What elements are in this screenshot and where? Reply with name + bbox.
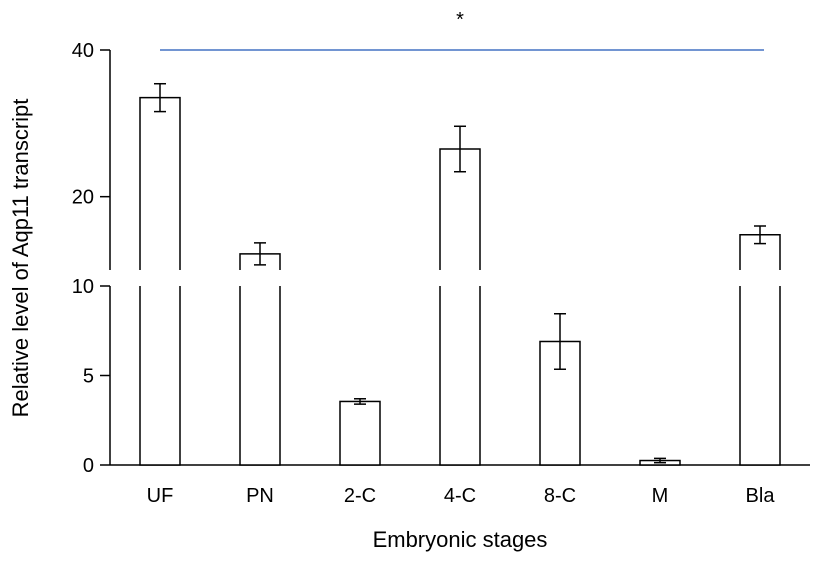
y-tick-label: 10 [72, 276, 94, 298]
bar-lower [239, 286, 281, 466]
bar-lower [439, 286, 481, 466]
error-bars [154, 82, 766, 464]
significance-star: * [456, 9, 464, 31]
y-axis-title: Relative level of Aqp11 transcript [8, 99, 33, 418]
significance-annotation: * [160, 9, 764, 51]
x-tick-label: 8-C [544, 485, 576, 507]
bar-lower [139, 286, 181, 466]
bar [339, 400, 381, 466]
y-tick-label: 0 [83, 455, 94, 477]
bars [139, 96, 781, 466]
x-tick-label: 4-C [444, 485, 476, 507]
y-ticks: 0 5 10 20 40 [72, 40, 110, 477]
x-tick-label: 2-C [344, 485, 376, 507]
bar-upper [139, 96, 181, 270]
x-tick-labels: UF PN 2-C 4-C 8-C M Bla [147, 485, 776, 507]
y-tick-label: 40 [72, 40, 94, 62]
x-tick-label: M [652, 485, 669, 507]
x-tick-label: PN [246, 485, 274, 507]
x-axis-title: Embryonic stages [373, 527, 548, 552]
y-tick-label: 20 [72, 187, 94, 209]
x-tick-label: UF [147, 485, 174, 507]
y-tick-label: 5 [83, 366, 94, 388]
x-tick-label: Bla [746, 485, 776, 507]
bar-lower [739, 286, 781, 466]
